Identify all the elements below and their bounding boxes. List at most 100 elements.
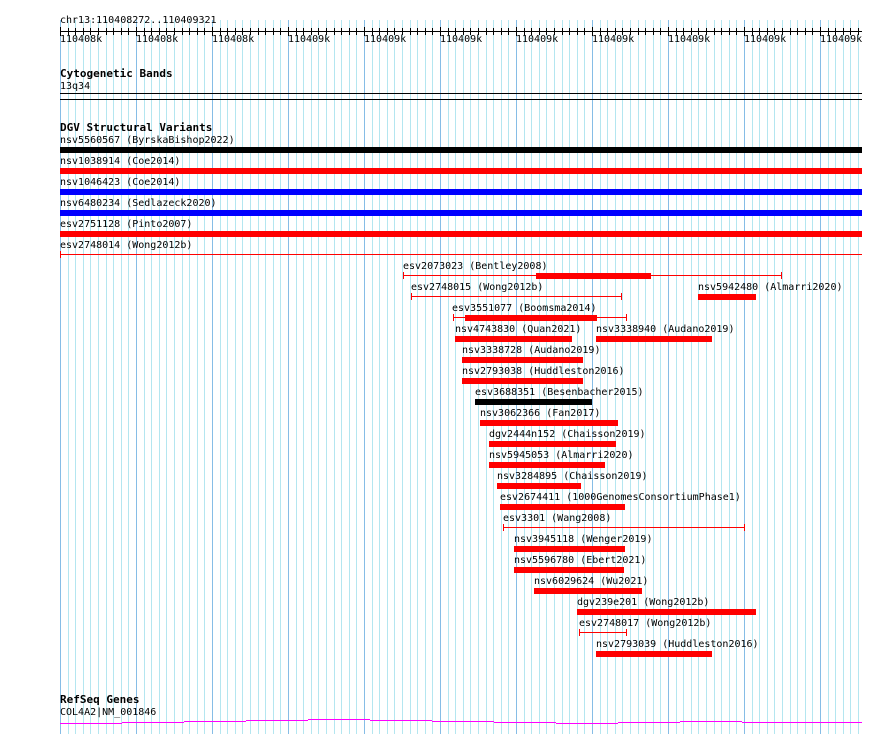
ruler-tick xyxy=(189,28,190,35)
ruler-tick xyxy=(759,28,760,35)
ruler-tick xyxy=(546,28,547,35)
gene-label[interactable]: COL4A2|NM_001846 xyxy=(60,707,157,718)
ruler-tick xyxy=(83,28,84,35)
grid-line xyxy=(448,20,449,734)
grid-line xyxy=(600,20,601,734)
sv-span-line xyxy=(503,527,744,528)
track-divider xyxy=(60,99,862,100)
grid-line xyxy=(197,20,198,734)
ruler-tick xyxy=(470,28,471,35)
grid-line xyxy=(835,20,836,734)
sv-feature-label: nsv2793038 (Huddleston2016) xyxy=(462,366,625,377)
sv-feature-label: nsv6480234 (Sedlazeck2020) xyxy=(60,198,217,209)
grid-line xyxy=(478,20,479,734)
grid-line xyxy=(394,20,395,734)
grid-line xyxy=(220,20,221,734)
ruler-tick xyxy=(706,28,707,35)
ruler-tick xyxy=(600,28,601,35)
sv-bar xyxy=(489,441,616,447)
sv-span-line xyxy=(411,296,621,297)
ruler-tick xyxy=(288,27,289,36)
sv-bar xyxy=(462,378,583,384)
sv-end-cap xyxy=(626,629,627,636)
ruler-tick-label: 110409k xyxy=(440,34,483,45)
sv-feature-label: esv2748014 (Wong2012b) xyxy=(60,240,193,251)
ruler-tick xyxy=(356,28,357,35)
ruler-tick xyxy=(273,28,274,35)
sv-bar xyxy=(514,546,625,552)
grid-line xyxy=(189,20,190,734)
grid-line xyxy=(539,20,540,734)
sv-feature-label: dgv239e201 (Wong2012b) xyxy=(577,597,710,608)
grid-line xyxy=(744,20,745,734)
sv-feature-label: nsv5560567 (ByrskaBishop2022) xyxy=(60,135,235,146)
ruler-tick-label: 110409k xyxy=(668,34,711,45)
ruler-tick xyxy=(425,28,426,35)
grid-line xyxy=(752,20,753,734)
gene-segment xyxy=(246,720,308,721)
grid-line xyxy=(463,20,464,734)
grid-line xyxy=(98,20,99,734)
ruler-tick xyxy=(296,28,297,35)
grid-line xyxy=(524,20,525,734)
ruler-tick xyxy=(174,28,175,35)
grid-line xyxy=(820,20,821,734)
grid-line xyxy=(311,20,312,734)
ruler-tick xyxy=(166,28,167,35)
sv-feature-label: nsv1046423 (Coe2014) xyxy=(60,177,181,188)
ruler-tick xyxy=(265,28,266,35)
ruler-tick-label: 110408k xyxy=(212,34,255,45)
grid-line xyxy=(265,20,266,734)
grid-line xyxy=(432,20,433,734)
grid-line xyxy=(204,20,205,734)
gene-segment xyxy=(122,722,184,723)
sv-end-cap xyxy=(744,524,745,531)
grid-line xyxy=(486,20,487,734)
grid-line xyxy=(592,20,593,734)
ruler-tick xyxy=(698,28,699,35)
ruler-tick xyxy=(379,28,380,35)
sv-feature-label: nsv3284895 (Chaisson2019) xyxy=(497,471,648,482)
grid-line xyxy=(250,20,251,734)
grid-line xyxy=(584,20,585,734)
grid-line xyxy=(372,20,373,734)
ruler-tick xyxy=(736,28,737,35)
sv-bar xyxy=(60,147,862,153)
sv-bar xyxy=(480,420,618,426)
grid-line xyxy=(68,20,69,734)
ruler-tick-label: 110408k xyxy=(136,34,179,45)
gene-segment xyxy=(680,721,742,722)
grid-line xyxy=(280,20,281,734)
grid-line xyxy=(767,20,768,734)
ruler-tick xyxy=(668,27,669,36)
grid-line xyxy=(121,20,122,734)
cytobands-track-title: Cytogenetic Bands xyxy=(60,67,173,80)
grid-line xyxy=(356,20,357,734)
ruler-tick xyxy=(220,28,221,35)
sv-feature-label: esv2073023 (Bentley2008) xyxy=(403,261,548,272)
ruler-tick-label: 110409k xyxy=(744,34,787,45)
sv-span-line xyxy=(579,632,626,633)
gene-segment xyxy=(494,722,556,723)
ruler-tick xyxy=(326,28,327,35)
ruler-tick xyxy=(630,28,631,35)
ruler-tick xyxy=(280,28,281,35)
sv-end-cap xyxy=(781,272,782,279)
ruler-tick-label: 110408k xyxy=(60,34,103,45)
sv-bar xyxy=(462,357,583,363)
grid-line xyxy=(159,20,160,734)
grid-line xyxy=(759,20,760,734)
cytoband-label[interactable]: 13q34 xyxy=(60,81,91,92)
ruler-tick xyxy=(364,27,365,36)
grid-line xyxy=(858,20,859,734)
ruler-tick xyxy=(318,28,319,35)
grid-line xyxy=(212,20,213,734)
grid-line xyxy=(402,20,403,734)
grid-line xyxy=(782,20,783,734)
ruler-tick xyxy=(850,28,851,35)
sv-feature-label: esv2748017 (Wong2012b) xyxy=(579,618,712,629)
grid-line xyxy=(493,20,494,734)
grid-line xyxy=(296,20,297,734)
ruler-tick xyxy=(493,28,494,35)
